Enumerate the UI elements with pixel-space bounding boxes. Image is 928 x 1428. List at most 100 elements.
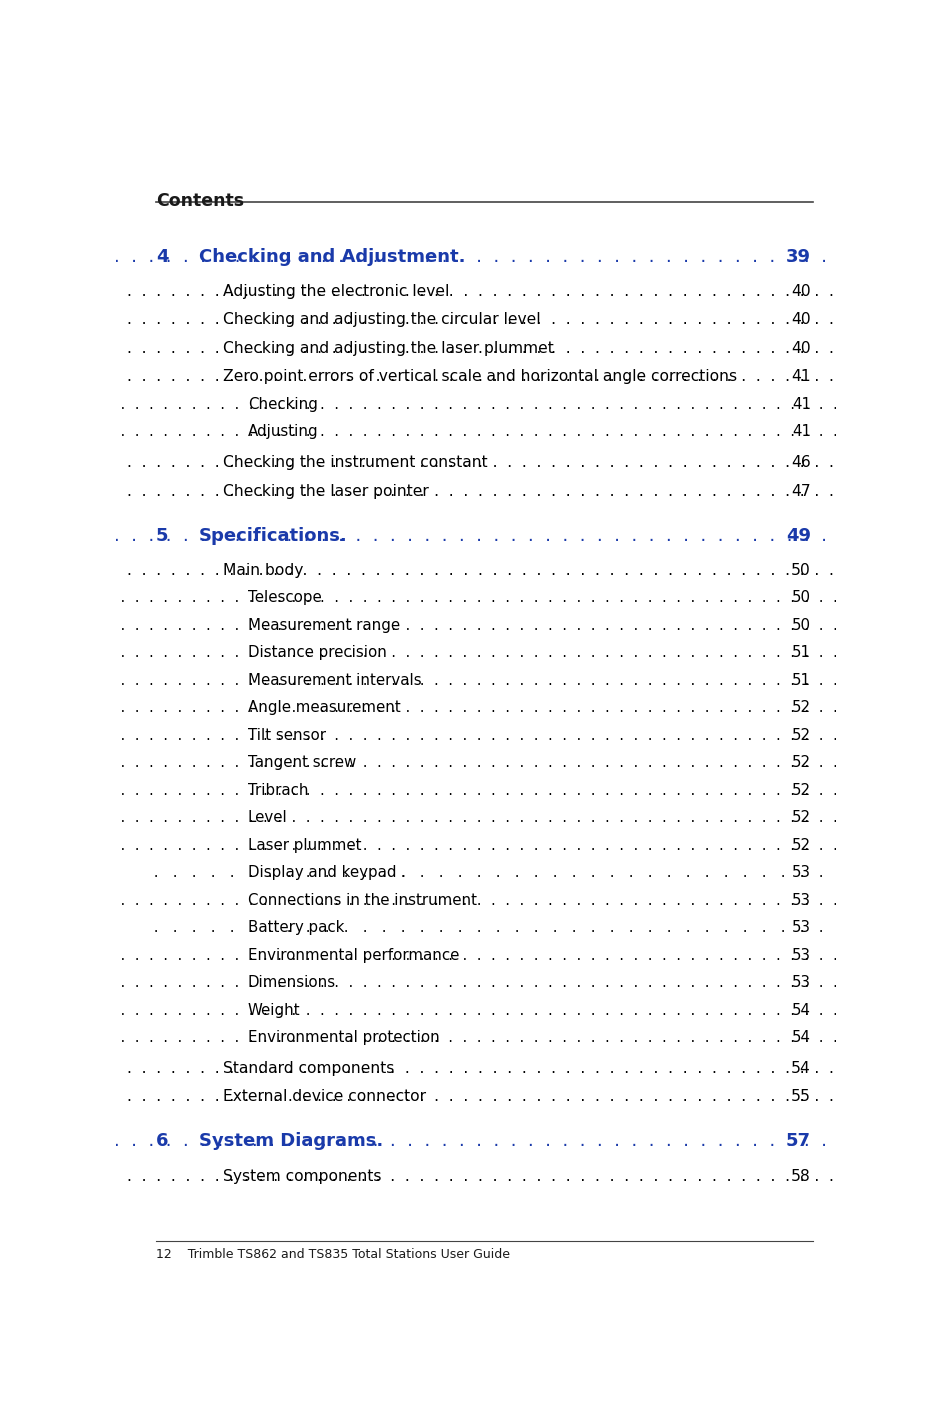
Text: .  .  .  .  .  .  .  .  .  .  .  .  .  .  .  .  .  .  .  .  .  .  .  .  .  .  . : . . . . . . . . . . . . . . . . . . . . … — [0, 1090, 928, 1104]
Text: .  .  .  .  .  .  .  .  .  .  .  .  .  .  .  .  .  .  .  .  .  .  .  .  .  .  . : . . . . . . . . . . . . . . . . . . . . … — [0, 673, 928, 688]
Text: Environmental performance: Environmental performance — [248, 948, 458, 962]
Text: 46: 46 — [791, 456, 810, 470]
Text: .  .  .  .  .  .  .  .  .  .  .  .  .  .  .  .  .  .  .  .  .  .  .  .  .  .  . : . . . . . . . . . . . . . . . . . . . . … — [0, 892, 928, 908]
Text: 51: 51 — [791, 645, 810, 660]
Text: .  .  .  .  .  .  .  .  .  .  .  .  .  .  .  .  .  .  .  .  .  .  .  .  .  .  . : . . . . . . . . . . . . . . . . . . . . … — [0, 645, 928, 660]
Text: .  .  .  .  .  .  .  .  .  .  .  .  .  .  .  .  .  .  .  .  .  .  .  .  .  .  . : . . . . . . . . . . . . . . . . . . . . … — [0, 284, 928, 298]
Text: 54: 54 — [791, 1002, 810, 1018]
Text: Checking: Checking — [248, 397, 317, 411]
Text: Telescope: Telescope — [248, 590, 321, 605]
Text: 53: 53 — [791, 948, 810, 962]
Text: .  .  .  .  .  .  .  .  .  .  .  .  .  .  .  .  .  .  .  .  .  .  .  .  .  .  . : . . . . . . . . . . . . . . . . . . . . … — [0, 1002, 928, 1018]
Text: .  .  .  .  .  .  .  .  .  .  .  .  .  .  .  .  .  .  .  .  .  .  .  .  .  .  . : . . . . . . . . . . . . . . . . . . . . … — [0, 248, 928, 267]
Text: Dimensions: Dimensions — [248, 975, 336, 990]
Text: Checking the instrument constant: Checking the instrument constant — [223, 456, 487, 470]
Text: .  .  .  .  .  .  .  .  .  .  .  .  .  .  .  .  .  .  .  .  .  .  .  .  .  .  . : . . . . . . . . . . . . . . . . . . . . … — [0, 838, 928, 853]
Text: Distance precision: Distance precision — [248, 645, 386, 660]
Text: .  .  .  .  .  .  .  .  .  .  .  .  .  .  .  .  .  .  .  .  .  .  .  .  .  .  . : . . . . . . . . . . . . . . . . . . . . … — [0, 1132, 928, 1151]
Text: 6: 6 — [156, 1132, 168, 1151]
Text: Battery pack: Battery pack — [248, 920, 344, 935]
Text: 52: 52 — [791, 755, 810, 770]
Text: 40: 40 — [791, 341, 810, 356]
Text: Checking the laser pointer: Checking the laser pointer — [223, 484, 428, 498]
Text: .  .  .  .  .  .  .  .  .  .  .  .  .  .  .  .  .  .  .  .  .  .  .  .  .  .  . : . . . . . . . . . . . . . . . . . . . . … — [0, 456, 928, 470]
Text: 55: 55 — [790, 1090, 810, 1104]
Text: 53: 53 — [791, 892, 810, 908]
Text: 52: 52 — [791, 838, 810, 853]
Text: 50: 50 — [791, 563, 810, 578]
Text: 47: 47 — [791, 484, 810, 498]
Text: 53: 53 — [791, 975, 810, 990]
Text: .  .  .  .  .  .  .  .  .  .  .  .  .  .  .  .  .  .  .  .  .  .  .  .  .  .  . : . . . . . . . . . . . . . . . . . . . . … — [0, 590, 928, 605]
Text: .  .  .  .  .  .  .  .  .  .  .  .  .  .  .  .  .  .  .  .  .  .  .  .  .  .  . : . . . . . . . . . . . . . . . . . . . . … — [0, 1061, 928, 1075]
Text: Checking and adjusting the laser plummet: Checking and adjusting the laser plummet — [223, 341, 553, 356]
Text: .  .  .  .  .  .  .  .  .  .  .  .  .  .  .  .  .  .  .  .  .  .  .  .  .  .  . : . . . . . . . . . . . . . . . . . . . . … — [0, 948, 928, 962]
Text: .  .  .  .  .  .  .  .  .  .  .  .  .  .  .  .  .  .  .  .  .  .  .  .  .  .  . : . . . . . . . . . . . . . . . . . . . . … — [0, 783, 928, 798]
Text: Checking and Adjustment.: Checking and Adjustment. — [199, 248, 465, 267]
Text: Connections in the instrument: Connections in the instrument — [248, 892, 476, 908]
Text: 50: 50 — [791, 590, 810, 605]
Text: Zero point errors of vertical scale and horizontal angle corrections: Zero point errors of vertical scale and … — [223, 370, 736, 384]
Text: Specifications.: Specifications. — [199, 527, 347, 544]
Text: Tribrach: Tribrach — [248, 783, 308, 798]
Text: Checking and adjusting the circular level: Checking and adjusting the circular leve… — [223, 313, 540, 327]
Text: 54: 54 — [790, 1061, 810, 1075]
Text: Adjusting: Adjusting — [248, 424, 318, 440]
Text: .  .  .  .  .  .  .  .  .  .  .  .  .  .  .  .  .  .  .  .  .  .  .  .  .  .  . : . . . . . . . . . . . . . . . . . . . . … — [0, 424, 928, 440]
Text: .  .  .  .  .  .  .  .  .  .  .  .  .  .  .  .  .  .  .  .  .  .  .  .  .  .  . : . . . . . . . . . . . . . . . . . . . . … — [0, 341, 928, 356]
Text: 49: 49 — [785, 527, 810, 544]
Text: 58: 58 — [791, 1168, 810, 1184]
Text: 57: 57 — [785, 1132, 810, 1151]
Text: 52: 52 — [791, 783, 810, 798]
Text: 40: 40 — [791, 284, 810, 298]
Text: 54: 54 — [791, 1030, 810, 1045]
Text: .  .  .  .  .  .  .  .  .  .  .  .  .  .  .  .  .  .  .  .  .  .  .  .  .  .  . : . . . . . . . . . . . . . . . . . . . . … — [0, 1030, 928, 1045]
Text: 41: 41 — [791, 370, 810, 384]
Text: .  .  .  .  .  .  .  .  .  .  .  .  .  .  .  .  .  .  .  .  .  .  .  .  .  .  . : . . . . . . . . . . . . . . . . . . . . … — [0, 527, 928, 544]
Text: 5: 5 — [156, 527, 168, 544]
Text: .   .   .   .   .   .   .   .   .   .   .   .   .   .   .   .   .   .   .   .   : . . . . . . . . . . . . . . . . . . . . — [149, 920, 909, 935]
Text: Adjusting the electronic level: Adjusting the electronic level — [223, 284, 448, 298]
Text: Measurement intervals: Measurement intervals — [248, 673, 421, 688]
Text: Standard components: Standard components — [223, 1061, 393, 1075]
Text: Level: Level — [248, 810, 288, 825]
Text: .  .  .  .  .  .  .  .  .  .  .  .  .  .  .  .  .  .  .  .  .  .  .  .  .  .  . : . . . . . . . . . . . . . . . . . . . . … — [0, 370, 928, 384]
Text: 41: 41 — [791, 397, 810, 411]
Text: External device connector: External device connector — [223, 1090, 425, 1104]
Text: .  .  .  .  .  .  .  .  .  .  .  .  .  .  .  .  .  .  .  .  .  .  .  .  .  .  . : . . . . . . . . . . . . . . . . . . . . … — [0, 397, 928, 411]
Text: 12    Trimble TS862 and TS835 Total Stations User Guide: 12 Trimble TS862 and TS835 Total Station… — [156, 1248, 509, 1261]
Text: 52: 52 — [791, 810, 810, 825]
Text: 53: 53 — [791, 865, 810, 880]
Text: Weight: Weight — [248, 1002, 300, 1018]
Text: 52: 52 — [791, 700, 810, 715]
Text: Display and keypad .: Display and keypad . — [248, 865, 406, 880]
Text: 50: 50 — [791, 618, 810, 633]
Text: .  .  .  .  .  .  .  .  .  .  .  .  .  .  .  .  .  .  .  .  .  .  .  .  .  .  . : . . . . . . . . . . . . . . . . . . . . … — [0, 484, 928, 498]
Text: .  .  .  .  .  .  .  .  .  .  .  .  .  .  .  .  .  .  .  .  .  .  .  .  .  .  . : . . . . . . . . . . . . . . . . . . . . … — [0, 975, 928, 990]
Text: Tangent screw: Tangent screw — [248, 755, 355, 770]
Text: 41: 41 — [791, 424, 810, 440]
Text: Angle measurement: Angle measurement — [248, 700, 400, 715]
Text: .  .  .  .  .  .  .  .  .  .  .  .  .  .  .  .  .  .  .  .  .  .  .  .  .  .  . : . . . . . . . . . . . . . . . . . . . . … — [0, 755, 928, 770]
Text: .  .  .  .  .  .  .  .  .  .  .  .  .  .  .  .  .  .  .  .  .  .  .  .  .  .  . : . . . . . . . . . . . . . . . . . . . . … — [0, 728, 928, 743]
Text: 4: 4 — [156, 248, 168, 267]
Text: Measurement range: Measurement range — [248, 618, 400, 633]
Text: 51: 51 — [791, 673, 810, 688]
Text: 40: 40 — [791, 313, 810, 327]
Text: 52: 52 — [791, 728, 810, 743]
Text: 39: 39 — [785, 248, 810, 267]
Text: .  .  .  .  .  .  .  .  .  .  .  .  .  .  .  .  .  .  .  .  .  .  .  .  .  .  . : . . . . . . . . . . . . . . . . . . . . … — [0, 313, 928, 327]
Text: .   .   .   .   .   .   .   .   .   .   .   .   .   .   .   .   .   .   .   .   : . . . . . . . . . . . . . . . . . . . . — [149, 865, 909, 880]
Text: .  .  .  .  .  .  .  .  .  .  .  .  .  .  .  .  .  .  .  .  .  .  .  .  .  .  . : . . . . . . . . . . . . . . . . . . . . … — [0, 618, 928, 633]
Text: Tilt sensor: Tilt sensor — [248, 728, 326, 743]
Text: .  .  .  .  .  .  .  .  .  .  .  .  .  .  .  .  .  .  .  .  .  .  .  .  .  .  . : . . . . . . . . . . . . . . . . . . . . … — [0, 810, 928, 825]
Text: .  .  .  .  .  .  .  .  .  .  .  .  .  .  .  .  .  .  .  .  .  .  .  .  .  .  . : . . . . . . . . . . . . . . . . . . . . … — [0, 700, 928, 715]
Text: System components: System components — [223, 1168, 380, 1184]
Text: Laser plummet: Laser plummet — [248, 838, 361, 853]
Text: 53: 53 — [791, 920, 810, 935]
Text: .  .  .  .  .  .  .  .  .  .  .  .  .  .  .  .  .  .  .  .  .  .  .  .  .  .  . : . . . . . . . . . . . . . . . . . . . . … — [0, 1168, 928, 1184]
Text: .  .  .  .  .  .  .  .  .  .  .  .  .  .  .  .  .  .  .  .  .  .  .  .  .  .  . : . . . . . . . . . . . . . . . . . . . . … — [0, 563, 928, 578]
Text: Environmental protection: Environmental protection — [248, 1030, 439, 1045]
Text: System Diagrams.: System Diagrams. — [199, 1132, 382, 1151]
Text: Contents: Contents — [156, 193, 243, 210]
